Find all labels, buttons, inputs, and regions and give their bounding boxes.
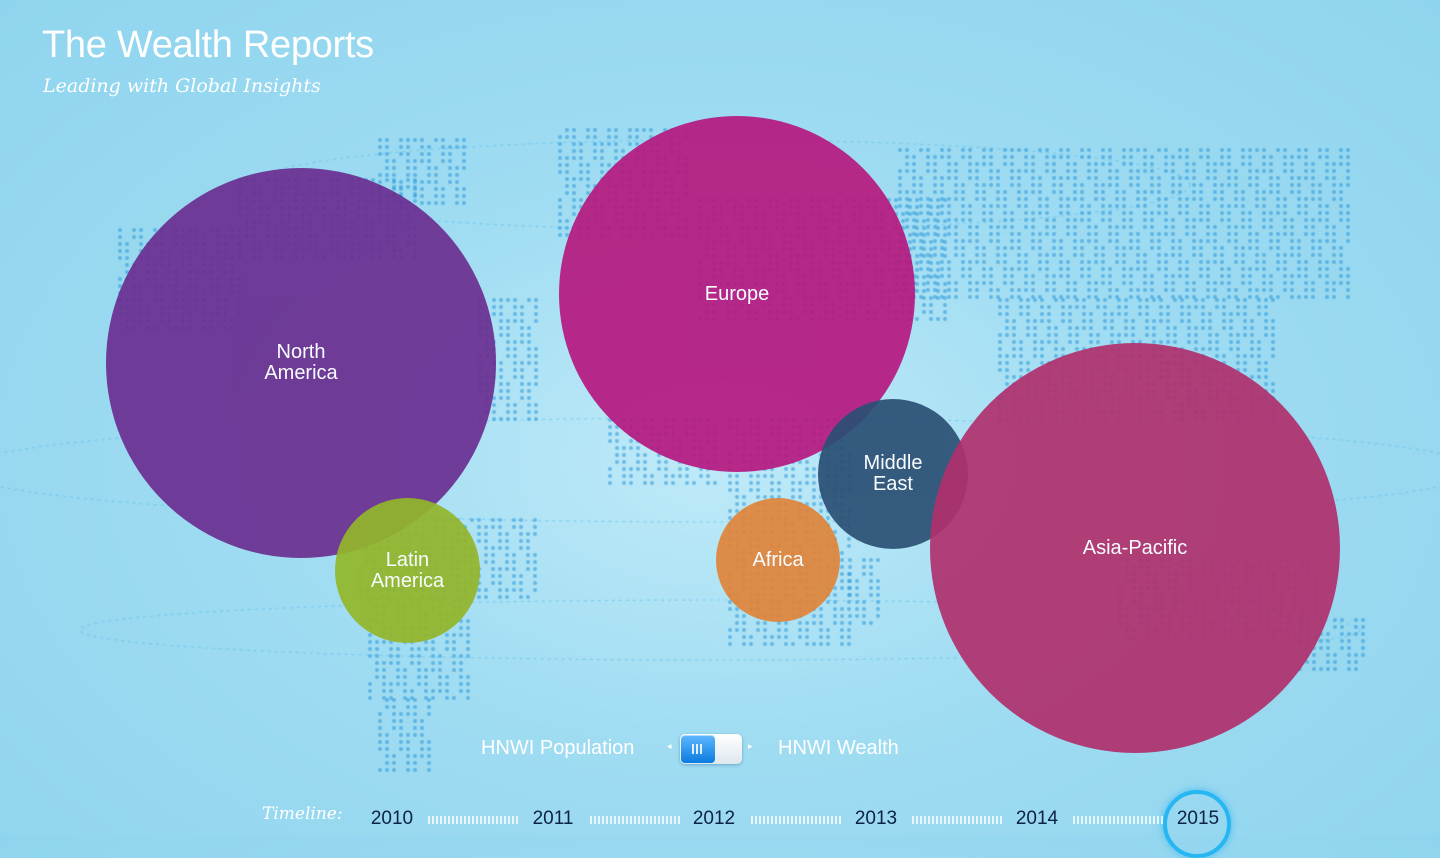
region-label-latin-america: Latin America xyxy=(370,548,445,592)
timeline-year-2012[interactable]: 2012 xyxy=(692,808,736,829)
region-label-europe: Europe xyxy=(704,282,770,305)
timeline-year-2013[interactable]: 2013 xyxy=(854,808,898,829)
toggle-label-population[interactable]: HNWI Population xyxy=(481,737,635,759)
timeline: Timeline: 2010 2011 2012 2013 2014 2015 xyxy=(0,790,1440,858)
region-label-africa: Africa xyxy=(752,548,804,571)
arrow-right-icon: ▸ xyxy=(748,741,753,751)
page-subtitle: Leading with Global Insights xyxy=(43,75,321,97)
region-label-north-america: North America xyxy=(264,341,338,384)
timeline-track xyxy=(590,816,682,824)
switch-knob[interactable] xyxy=(681,735,715,763)
page-title: The Wealth Reports xyxy=(42,24,374,66)
timeline-track xyxy=(751,816,843,824)
grip-icon xyxy=(692,744,704,754)
region-bubble-latin-america[interactable]: Latin America xyxy=(335,498,480,643)
timeline-track xyxy=(1073,816,1165,824)
region-label-middle-east: Middle East xyxy=(863,452,923,495)
metric-switch[interactable] xyxy=(680,734,742,764)
region-bubble-asia-pacific[interactable]: Asia-Pacific xyxy=(930,343,1340,753)
timeline-year-2014[interactable]: 2014 xyxy=(1015,808,1059,829)
toggle-label-wealth[interactable]: HNWI Wealth xyxy=(778,737,899,759)
region-label-asia-pacific: Asia-Pacific xyxy=(1082,536,1188,559)
timeline-label: Timeline: xyxy=(262,804,343,824)
region-bubble-north-america[interactable]: North America xyxy=(106,168,496,558)
timeline-track xyxy=(428,816,520,824)
arrow-left-icon: ◂ xyxy=(667,741,672,751)
timeline-track xyxy=(912,816,1004,824)
region-bubble-africa[interactable]: Africa xyxy=(716,498,840,622)
timeline-year-2011[interactable]: 2011 xyxy=(532,808,574,829)
timeline-year-2015[interactable]: 2015 xyxy=(1176,808,1220,829)
timeline-year-2010[interactable]: 2010 xyxy=(370,808,414,829)
metric-toggle: HNWI Population ◂ ▸ HNWI Wealth xyxy=(0,732,1440,766)
